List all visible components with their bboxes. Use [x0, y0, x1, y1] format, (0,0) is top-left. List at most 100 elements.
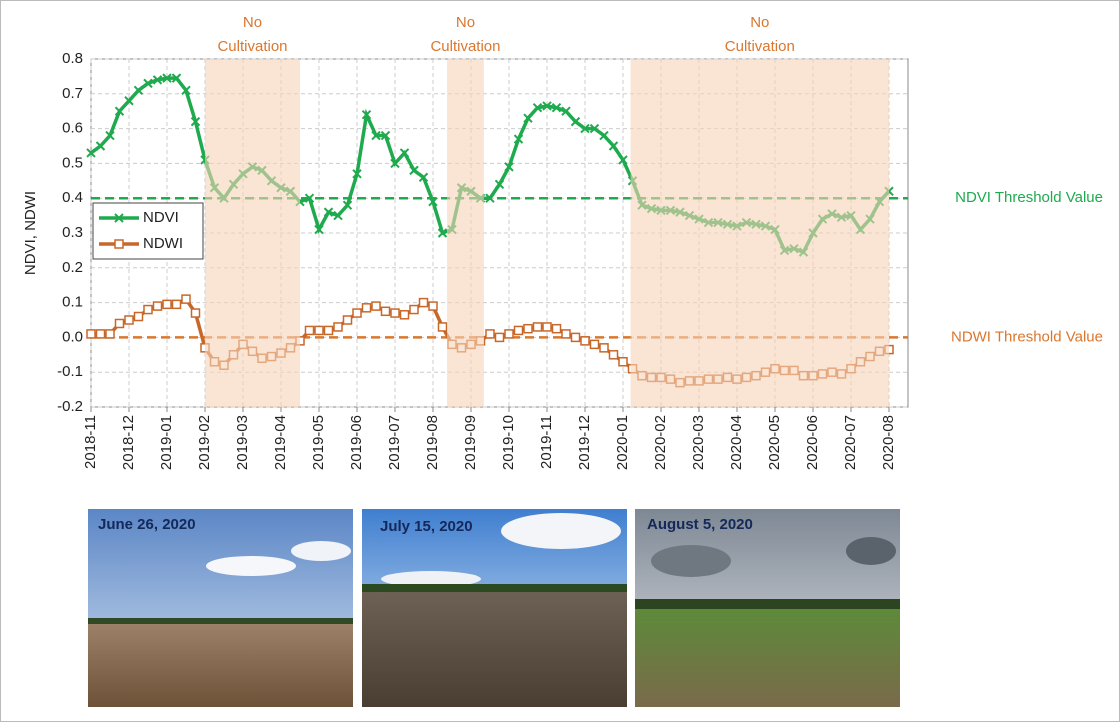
x-tick-label: 2019-02	[196, 415, 213, 470]
marker	[380, 130, 391, 141]
marker	[143, 304, 153, 315]
marker	[551, 103, 562, 113]
x-tick-label: 2019-10	[500, 415, 517, 470]
x-tick-label: 2019-08	[424, 415, 441, 470]
marker	[513, 134, 524, 144]
shaded-region	[205, 59, 300, 407]
marker	[504, 162, 514, 172]
marker	[323, 325, 334, 336]
x-tick-label: 2020-02	[652, 415, 669, 470]
marker	[551, 323, 562, 334]
shaded-region	[630, 59, 889, 407]
x-tick-label: 2019-12	[576, 415, 593, 470]
x-tick-label: 2019-06	[348, 415, 365, 470]
marker	[361, 109, 372, 120]
marker	[181, 294, 191, 304]
region-label: No	[456, 14, 475, 31]
marker	[162, 73, 172, 83]
marker	[437, 228, 448, 238]
marker	[570, 116, 581, 127]
y-tick-label: 0.5	[62, 154, 83, 171]
marker	[162, 299, 172, 310]
marker	[114, 106, 125, 116]
marker	[523, 323, 533, 334]
marker	[390, 308, 400, 318]
x-tick-label: 2019-03	[234, 415, 251, 470]
legend-marker	[114, 239, 124, 249]
legend-marker	[114, 213, 124, 223]
marker	[352, 308, 362, 318]
marker	[409, 165, 419, 176]
region-label: Cultivation	[430, 38, 500, 55]
marker	[570, 332, 581, 343]
marker	[485, 329, 495, 339]
marker	[589, 123, 600, 134]
marker	[618, 357, 628, 367]
x-tick-label: 2019-04	[272, 415, 289, 470]
marker	[304, 325, 315, 336]
marker	[513, 325, 524, 336]
x-tick-label: 2020-06	[804, 415, 821, 470]
marker	[124, 96, 134, 106]
x-tick-label: 2018-12	[120, 415, 137, 470]
marker	[608, 350, 619, 360]
marker	[352, 169, 362, 179]
marker	[580, 336, 590, 346]
y-tick-label: -0.2	[57, 398, 83, 415]
x-tick-label: 2020-01	[614, 415, 631, 470]
marker	[409, 304, 419, 315]
region-label: Cultivation	[217, 38, 287, 55]
marker	[589, 339, 600, 350]
marker	[428, 301, 438, 311]
marker	[485, 193, 495, 203]
marker	[561, 329, 571, 339]
marker	[86, 329, 96, 339]
photo-caption: August 5, 2020	[647, 516, 753, 533]
marker	[171, 73, 182, 83]
marker	[542, 101, 552, 111]
x-tick-label: 2020-05	[766, 415, 783, 470]
marker	[333, 322, 343, 332]
legend	[92, 202, 204, 260]
legend-label: NDWI	[143, 235, 183, 252]
region-label: No	[243, 14, 262, 31]
x-tick-label: 2019-01	[158, 415, 175, 470]
y-tick-label: 0.4	[62, 189, 83, 206]
threshold-label: NDVI Threshold Value	[955, 189, 1103, 206]
marker	[437, 322, 448, 332]
marker	[152, 301, 163, 311]
y-tick-label: 0.7	[62, 85, 83, 102]
x-tick-label: 2019-11	[538, 415, 555, 469]
marker	[390, 158, 400, 169]
marker	[380, 306, 391, 317]
y-tick-label: -0.1	[57, 363, 83, 380]
marker	[342, 315, 353, 325]
marker	[323, 207, 334, 217]
marker	[599, 130, 609, 141]
marker	[418, 172, 429, 183]
photo-caption: June 26, 2020	[98, 516, 196, 533]
marker	[371, 130, 381, 141]
marker	[532, 322, 543, 332]
marker	[105, 329, 115, 339]
marker	[532, 103, 543, 113]
x-tick-label: 2019-07	[386, 415, 403, 470]
marker	[504, 329, 514, 339]
marker	[190, 308, 201, 318]
photo: August 5, 2020	[635, 509, 900, 707]
marker	[95, 141, 106, 151]
marker	[133, 311, 144, 322]
y-tick-label: 0.2	[62, 259, 83, 276]
photo: July 15, 2020	[362, 509, 627, 707]
marker	[314, 325, 324, 336]
marker	[171, 299, 182, 310]
region-label: No	[750, 14, 769, 31]
x-tick-label: 2020-08	[880, 415, 897, 470]
marker	[561, 106, 571, 116]
marker	[428, 196, 438, 207]
shaded-region	[447, 59, 484, 407]
x-tick-label: 2018-11	[82, 415, 99, 469]
y-tick-label: 0.3	[62, 224, 83, 241]
y-tick-label: 0.8	[62, 50, 83, 67]
